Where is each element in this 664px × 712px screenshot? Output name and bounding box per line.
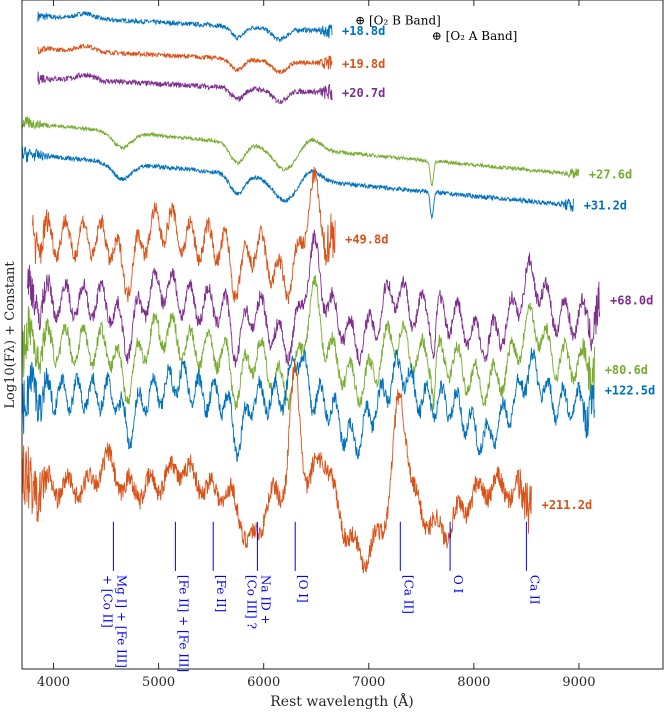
annotation-layer: ⊕ [O₂ B Band]⊕ [O₂ A Band] Mg I] + [Fe II… — [100, 14, 541, 673]
line-id-label-2: [Fe II] + [Fe III] — [176, 575, 190, 672]
series-line-5 — [21, 146, 574, 220]
series-label-layer: +18.8d +19.8d +20.7d +27.6d +31.2d +49.8d +68.… — [342, 24, 655, 512]
series-label-9: +122.5d — [605, 383, 656, 397]
series-label-10: +211.2d — [542, 498, 593, 512]
series-label-6: +49.8d — [345, 233, 388, 247]
series-line-1 — [37, 10, 333, 43]
telluric-label-2: ⊕ [O₂ A Band] — [432, 29, 518, 43]
line-id-label-1-b: + [Co II] — [100, 575, 114, 628]
line-id-label-1: Mg I] + [Fe III] — [114, 575, 128, 668]
plot-frame — [21, 0, 664, 670]
line-id-label-7: O I — [451, 575, 465, 594]
series-line-10 — [21, 359, 532, 574]
series-label-8: +80.6d — [605, 363, 648, 377]
series-line-7 — [26, 229, 601, 368]
series-line-4 — [21, 115, 580, 187]
x-tick-label-5: 8000 — [457, 675, 490, 690]
line-id-label-4: Na ID + — [258, 575, 272, 625]
series-label-5: +31.2d — [584, 198, 627, 212]
line-id-label-8: Ca II — [527, 575, 541, 605]
line-id-label-6: [Ca II] — [401, 575, 415, 614]
x-tick-label-6: 9000 — [562, 675, 595, 690]
x-tick-label-2: 5000 — [142, 675, 175, 690]
series-line-6 — [32, 166, 336, 305]
series-layer — [21, 10, 601, 574]
x-axis-label: Rest wavelength (Å) — [270, 692, 413, 710]
series-label-4: +27.6d — [589, 168, 632, 182]
series-line-9 — [21, 347, 595, 463]
series-line-2 — [37, 43, 333, 75]
series-label-7: +68.0d — [610, 294, 653, 308]
x-axis: 4000 5000 6000 7000 8000 9000 — [37, 0, 595, 690]
line-id-label-4-b: [Co III] ? — [244, 575, 258, 629]
series-label-1: +18.8d — [342, 24, 385, 38]
series-label-2: +19.8d — [342, 57, 385, 71]
y-axis-label: Log10(Fλ) + Constant — [3, 261, 18, 409]
series-label-3: +20.7d — [342, 86, 385, 100]
x-tick-label-3: 6000 — [247, 675, 280, 690]
line-id-label-5: [O I] — [296, 575, 310, 603]
x-tick-label-4: 7000 — [352, 675, 385, 690]
x-tick-label-1: 4000 — [37, 675, 70, 690]
series-line-8 — [21, 274, 595, 411]
series-line-3 — [37, 71, 333, 105]
telluric-label-1: ⊕ [O₂ B Band] — [355, 14, 441, 28]
line-id-label-3: [Fe II] — [214, 575, 228, 612]
